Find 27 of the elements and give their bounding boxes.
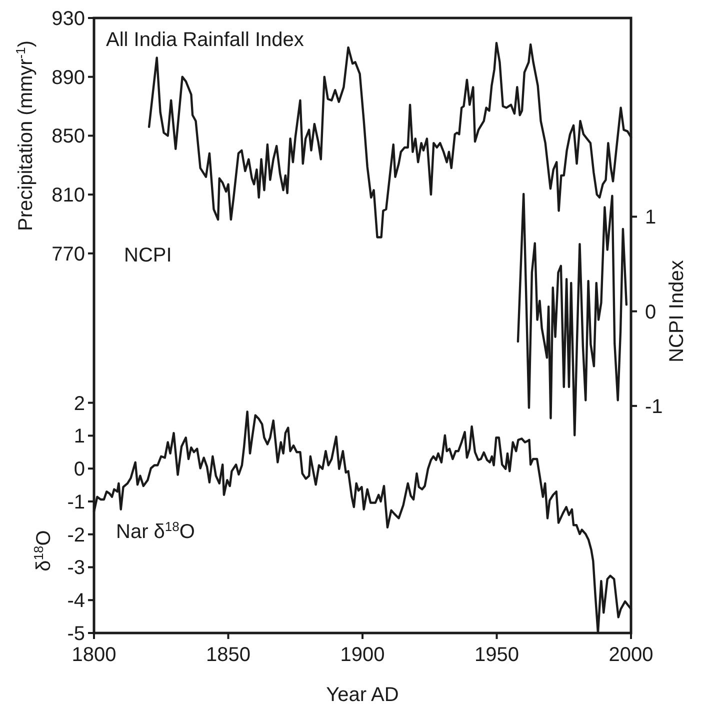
y2-tick-label: 0	[645, 301, 656, 324]
x-tick-label: 1800	[72, 644, 116, 666]
y-tick-label: 890	[52, 66, 85, 89]
y2-tick-label: -1	[645, 396, 663, 418]
x-tick-label: 1900	[340, 644, 385, 666]
y3-tick-label: -3	[67, 557, 85, 580]
x-tick-label: 1850	[206, 644, 250, 666]
y3-tick-label: 1	[74, 426, 85, 448]
y-tick-label: 850	[52, 126, 85, 148]
y2-axis-title: NCPI Index	[666, 260, 688, 362]
annotation: NCPI	[124, 244, 172, 267]
series-label: Nar δ$^{18}$O	[116, 518, 195, 543]
y3-tick-label: -4	[67, 590, 85, 612]
y-tick-label: 930	[52, 8, 85, 30]
line-series	[516, 192, 628, 436]
y3-tick-label: 0	[74, 458, 85, 481]
y-tick-label: 810	[52, 184, 85, 207]
y3-tick-label: -1	[67, 491, 85, 514]
x-tick-label: 2000	[608, 644, 654, 666]
y3-tick-label: 2	[74, 392, 85, 415]
x-axis-title: Year AD	[326, 684, 399, 706]
y3-tick-label: -5	[67, 623, 85, 645]
series-label: All India Rainfall Index	[106, 29, 304, 51]
y3-tick-label: -2	[67, 524, 85, 546]
x-tick-label: 1950	[474, 644, 519, 666]
y2-tick-label: 1	[645, 206, 656, 229]
y-tick-label: 770	[52, 243, 85, 266]
